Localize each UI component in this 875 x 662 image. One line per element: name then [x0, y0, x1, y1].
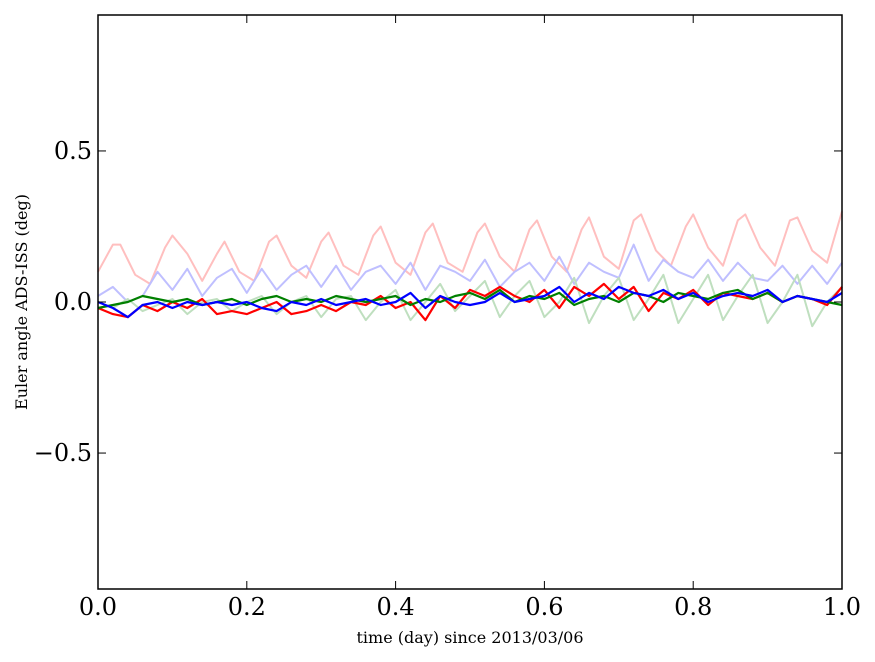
series-layer [97, 211, 843, 328]
y-tick-label: 0.5 [54, 137, 92, 165]
series-line-3 [97, 273, 843, 328]
series-line-6 [97, 285, 843, 319]
y-tick-label: −0.5 [34, 439, 92, 467]
x-axis-label: time (day) since 2013/03/06 [356, 628, 583, 647]
y-tick-label: 0.0 [54, 288, 92, 316]
x-tick-label: 1.0 [823, 593, 861, 621]
x-tick-label: 0.4 [377, 593, 415, 621]
series-line-4 [97, 282, 843, 322]
y-axis-label: Euler angle ADS-ISS (deg) [12, 194, 31, 410]
x-tick-label: 0.8 [674, 593, 712, 621]
x-tick-label: 0.2 [228, 593, 266, 621]
series-line-5 [97, 288, 843, 310]
plot-frame [97, 14, 843, 590]
x-tick-label: 0.0 [79, 593, 117, 621]
series-line-1 [97, 211, 843, 285]
series-line-2 [97, 243, 843, 303]
ticks-layer: 0.0 0.2 0.4 0.6 0.8 1.0 −0.5 0.0 0.5 [34, 15, 861, 621]
x-tick-label: 0.6 [525, 593, 563, 621]
